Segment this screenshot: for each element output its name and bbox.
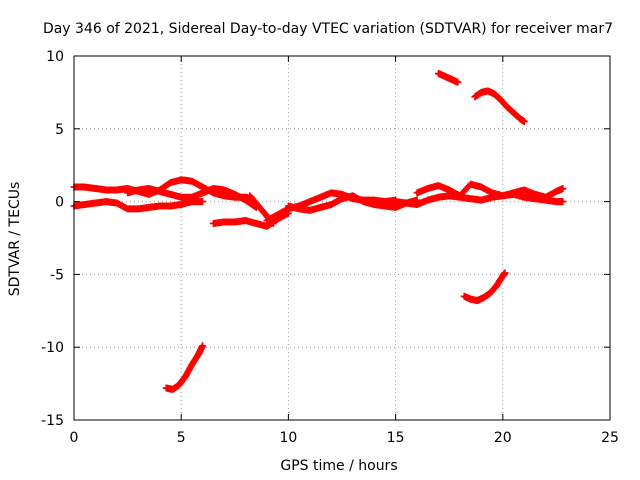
data-point <box>501 269 509 277</box>
series-arc-mid-left <box>124 184 260 211</box>
data-point <box>559 198 567 206</box>
plot-frame <box>73 55 611 421</box>
x-tick-label: 10 <box>279 430 297 446</box>
data-point <box>199 198 207 206</box>
axis-ticks: 0 5 10 15 20 25 -15 -10 -5 0 5 10 <box>41 49 619 446</box>
y-tick-label: -15 <box>41 413 64 429</box>
series-arc-right-b <box>413 180 567 201</box>
data-points <box>70 69 567 393</box>
series-arc-lower-left <box>162 342 207 393</box>
data-point <box>454 78 462 86</box>
series-arc-low-left <box>70 198 207 213</box>
x-tick-label: 5 <box>177 430 186 446</box>
y-axis-label: SDTVAR / TECUs <box>7 182 23 297</box>
x-tick-label: 25 <box>601 430 619 446</box>
x-tick-label: 0 <box>70 430 79 446</box>
data-point <box>520 118 528 126</box>
x-axis-label: GPS time / hours <box>280 458 397 474</box>
grid-lines <box>74 56 610 420</box>
y-tick-label: -5 <box>50 267 64 283</box>
y-tick-label: -10 <box>41 340 64 356</box>
x-tick-label: 20 <box>494 430 512 446</box>
series-arc-lower-right <box>460 269 509 305</box>
data-point <box>269 219 277 227</box>
data-point <box>559 184 567 192</box>
series-arc-center-b <box>284 192 421 214</box>
series-arc-upper-short <box>434 69 462 86</box>
data-point <box>199 342 207 350</box>
series-arc-upper-right <box>471 87 528 126</box>
x-tick-label: 15 <box>387 430 405 446</box>
chart-title: Day 346 of 2021, Sidereal Day-to-day VTE… <box>43 21 613 37</box>
y-tick-label: 5 <box>55 122 64 138</box>
y-tick-label: 10 <box>46 49 64 65</box>
y-tick-label: 0 <box>55 195 64 211</box>
